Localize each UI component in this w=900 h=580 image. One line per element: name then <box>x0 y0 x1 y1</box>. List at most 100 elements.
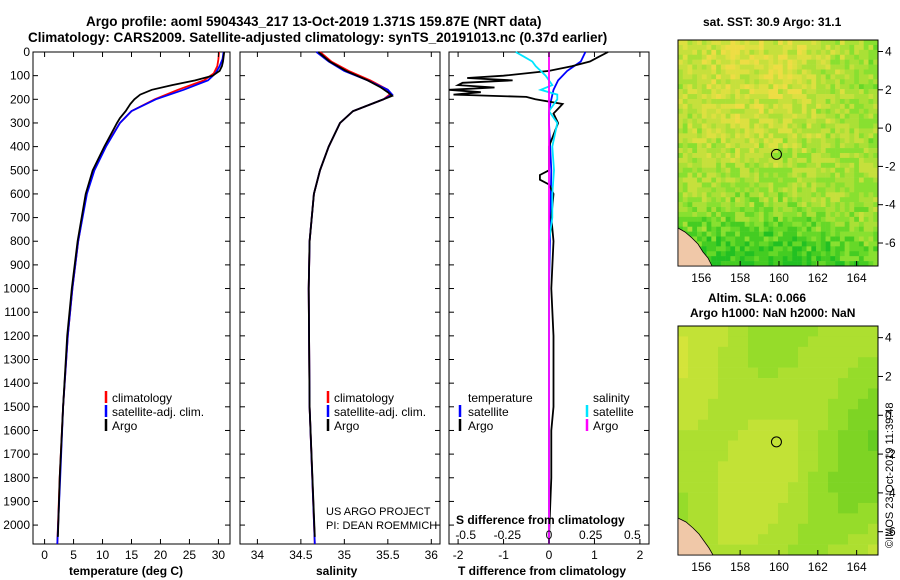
heatmap-cell <box>744 148 750 154</box>
heatmap-cell <box>725 182 731 188</box>
heatmap-cell <box>728 326 739 337</box>
heatmap-cell <box>739 207 745 213</box>
heatmap-cell <box>811 157 817 164</box>
heatmap-cell <box>682 89 688 95</box>
heatmap-cell <box>863 94 869 100</box>
heatmap-cell <box>782 177 788 183</box>
heatmap-cell <box>854 226 860 232</box>
heatmap-cell <box>744 103 750 110</box>
heatmap-cell <box>720 148 726 154</box>
heatmap-cell <box>735 197 741 203</box>
heatmap-cell <box>782 261 788 267</box>
heatmap-cell <box>763 192 769 198</box>
heatmap-cell <box>735 74 741 80</box>
heatmap-cell <box>778 123 784 129</box>
heatmap-cell <box>678 54 684 60</box>
heatmap-cell <box>792 69 798 75</box>
heatmap-cell <box>720 153 726 159</box>
heatmap-cell <box>738 440 749 452</box>
heatmap-cell <box>708 430 719 441</box>
heatmap-cell <box>798 450 809 462</box>
heatmap-cell <box>844 94 850 100</box>
salinity-legend: climatology satellite-adj. clim. Argo <box>326 391 426 433</box>
heatmap-cell <box>739 49 745 56</box>
heatmap-cell <box>749 138 755 144</box>
heatmap-cell <box>798 482 809 493</box>
heatmap-cell <box>808 378 819 389</box>
heatmap-cell <box>858 246 865 252</box>
heatmap-cell <box>839 118 845 124</box>
heatmap-cell <box>735 44 741 51</box>
heatmap-cell <box>687 133 693 139</box>
heatmap-cell <box>758 202 765 208</box>
heatmap-cell <box>716 133 722 139</box>
heatmap-cell <box>678 49 684 56</box>
heatmap-cell <box>838 398 849 410</box>
heatmap-cell <box>788 409 799 420</box>
heatmap-cell <box>792 251 798 257</box>
x-tick-label: 34.5 <box>289 548 313 562</box>
heatmap-cell <box>744 89 750 95</box>
heatmap-cell <box>828 471 839 483</box>
heatmap-cell <box>682 133 688 139</box>
heatmap-cell <box>835 182 841 188</box>
heatmap-cell <box>816 211 822 218</box>
heatmap-cell <box>678 207 684 213</box>
heatmap-cell <box>698 440 709 452</box>
heatmap-cell <box>806 197 812 203</box>
heatmap-cell <box>797 256 803 262</box>
heatmap-cell <box>797 177 803 183</box>
heatmap-cell <box>818 326 829 337</box>
heatmap-cell <box>725 241 731 247</box>
heatmap-cell <box>778 409 789 420</box>
heatmap-cell <box>758 49 765 56</box>
heatmap-cell <box>858 202 865 208</box>
heatmap-cell <box>849 256 855 262</box>
heatmap-cell <box>778 172 784 178</box>
heatmap-cell <box>744 236 750 242</box>
heatmap-cell <box>792 157 798 164</box>
heatmap-cell <box>868 143 874 149</box>
heatmap-cell <box>701 40 707 46</box>
heatmap-cell <box>725 197 731 203</box>
heatmap-cell <box>811 211 817 218</box>
heatmap-cell <box>744 84 750 90</box>
heatmap-cell <box>735 216 741 223</box>
heatmap-cell <box>830 231 836 237</box>
heatmap-cell <box>682 226 688 232</box>
heatmap-cell <box>863 40 869 46</box>
heatmap-cell <box>739 79 745 85</box>
heatmap-cell <box>711 157 717 164</box>
heatmap-cell <box>720 113 726 119</box>
heatmap-cell <box>854 211 860 218</box>
heatmap-cell <box>778 138 784 144</box>
heatmap-cell <box>763 157 769 164</box>
heatmap-cell <box>835 49 841 56</box>
heatmap-cell <box>868 197 874 203</box>
heatmap-cell <box>697 153 703 159</box>
heatmap-cell <box>858 167 865 173</box>
heatmap-cell <box>816 172 822 178</box>
heatmap-cell <box>835 133 841 139</box>
heatmap-cell <box>773 128 779 134</box>
heatmap-cell <box>806 167 812 173</box>
heatmap-cell <box>835 197 841 203</box>
heatmap-cell <box>725 44 731 51</box>
heatmap-cell <box>768 44 774 51</box>
heatmap-cell <box>849 49 855 56</box>
heatmap-cell <box>773 261 779 267</box>
heatmap-cell <box>863 103 869 110</box>
heatmap-cell <box>739 182 745 188</box>
heatmap-cell <box>744 98 750 105</box>
heatmap-cell <box>792 207 798 213</box>
heatmap-cell <box>768 59 774 65</box>
heatmap-cell <box>792 54 798 60</box>
heatmap-cell <box>758 544 769 556</box>
heatmap-cell <box>849 226 855 232</box>
heatmap-cell <box>844 79 850 85</box>
heatmap-cell <box>744 128 750 134</box>
heatmap-cell <box>849 192 855 198</box>
heatmap-cell <box>806 261 812 267</box>
heatmap-cell <box>858 187 865 193</box>
heatmap-cell <box>825 192 831 198</box>
